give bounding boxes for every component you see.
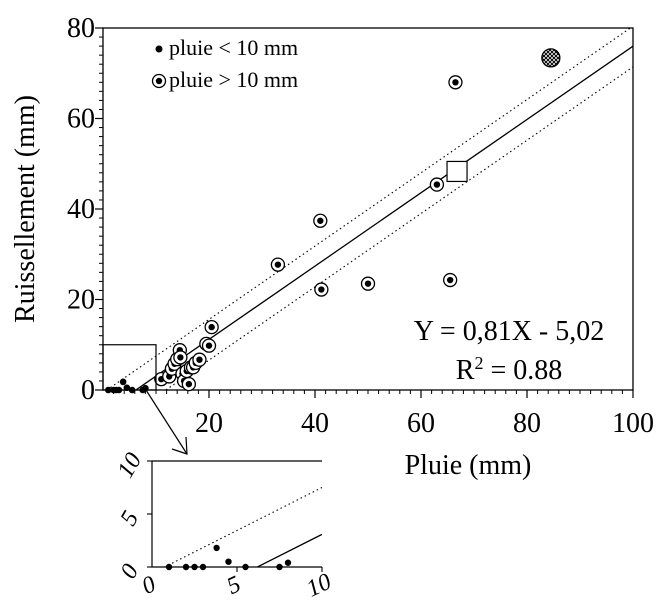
inset-x-tick-label: 10 [303,569,336,601]
inset-point [182,563,190,571]
point-large-rain [314,282,329,297]
inset-regression-lines [163,487,322,567]
inset-y-tick-label: 5 [116,507,145,530]
inset-x-tick-label: 5 [223,571,245,600]
x-tick-label: 80 [513,408,541,439]
point-small-rain [119,378,127,386]
upper-confidence-line [105,28,632,390]
inset-point [284,559,292,566]
y-tick-label: 20 [67,285,95,316]
point-large-rain [448,75,463,90]
point-large-rain [429,177,445,192]
y-tick-label: 80 [67,13,95,44]
point-small-rain [123,384,131,392]
lower-confidence-line [164,66,633,390]
y-axis-label: Ruissellement (mm) [10,95,41,323]
zoom-arrow [145,389,188,455]
inset-point [199,563,207,571]
inset-upper-confidence-line [163,487,322,567]
inset-point [165,563,173,571]
legend-dot-marker [155,45,163,53]
legend-ringed-marker [151,73,167,89]
r-squared: R2 = 0.88 [456,353,562,386]
legend-label-large-rain: pluie > 10 mm [169,67,298,92]
x-tick-label: 20 [195,408,223,439]
zoom-box [102,344,157,391]
x-tick-label: 40 [301,408,329,439]
regression-lines [105,28,633,390]
x-tick-label: 100 [612,408,654,439]
point-large-rain [204,319,219,335]
inset-regression-line [255,533,322,567]
hatched-circle-marker [541,48,561,68]
open-square-marker [446,160,468,183]
inset-point [242,563,249,571]
point-large-rain [442,272,458,288]
point-large-rain [201,338,217,353]
main-ticks: 20 40 60 80 100 0 20 40 60 80 [67,13,654,439]
inset-x-tick-label: 0 [138,571,160,600]
point-large-rain [360,276,376,291]
x-tick-label: 60 [407,408,435,439]
x-axis-label: Pluie (mm) [405,450,532,481]
y-tick-label: 40 [67,194,95,225]
inset-point [225,558,232,565]
point-large-rain [181,376,197,392]
point-large-rain [313,213,328,228]
point-large-rain [192,352,207,367]
point-large-rain [270,257,286,272]
regression-line [134,45,633,390]
legend-label-small-rain: pluie < 10 mm [169,35,298,60]
inset-point [276,563,283,571]
y-tick-label: 0 [81,375,95,406]
point-large-rain [173,350,188,365]
inset-data-points [165,544,292,571]
legend: pluie < 10 mm pluie > 10 mm [151,35,298,92]
data-points [105,48,561,394]
regression-equation: Y = 0,81X - 5,02 [414,316,605,347]
inset-axes [151,461,322,568]
inset-point [213,544,220,552]
inset-y-tick-label: 10 [113,449,148,483]
y-tick-label: 60 [67,104,95,135]
inset-point [191,563,198,571]
